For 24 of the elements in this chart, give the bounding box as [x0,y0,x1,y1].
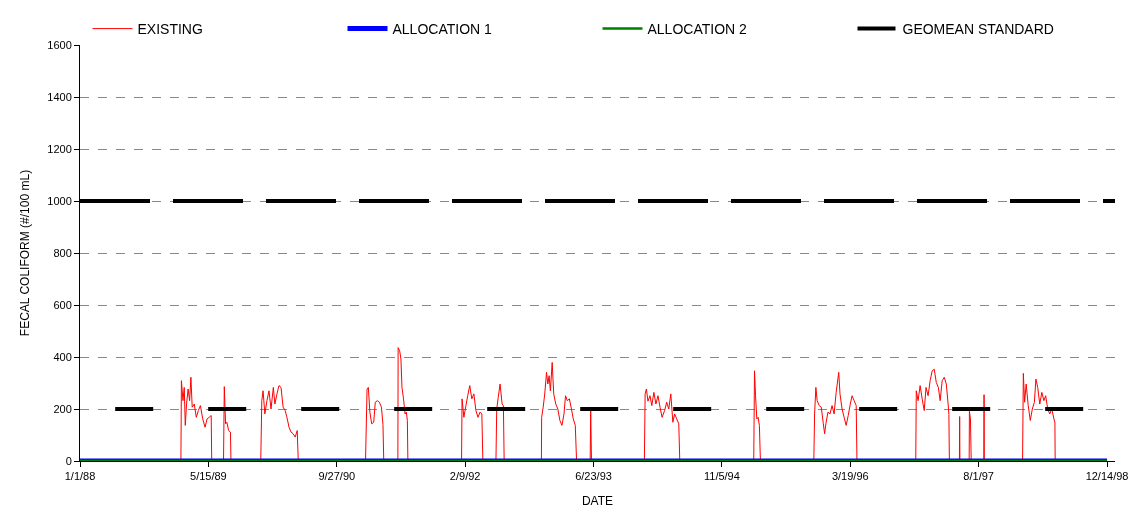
x-tick-label: 1/1/88 [64,470,96,483]
x-tick-label: 2/9/92 [449,470,481,483]
y-tick-label: 1000 [47,194,72,207]
legend-label: GEOMEAN STANDARD [902,21,1054,38]
x-tick-label: 9/27/90 [318,470,356,483]
y-axis-title: FECAL COLIFORM (#/100 mL) [17,169,32,337]
x-axis-title: DATE [581,494,614,509]
y-tick-label: 0 [65,454,72,467]
x-tick-label: 3/19/96 [831,470,869,483]
y-tick-label: 1200 [47,142,72,155]
y-tick-label: 600 [53,298,72,311]
x-tick-label: 8/1/97 [963,470,994,483]
y-tick-label: 200 [53,402,72,415]
x-tick-label: 5/15/89 [190,470,227,483]
y-tick-label: 800 [53,246,72,259]
legend-label: ALLOCATION 1 [392,21,493,38]
y-tick-label: 1600 [47,38,72,51]
legend-label: EXISTING [137,21,203,38]
legend-label: ALLOCATION 2 [647,21,748,38]
y-tick-label: 400 [53,350,72,363]
y-tick-label: 1400 [47,90,72,103]
x-tick-label: 11/5/94 [703,470,740,483]
x-tick-label: 6/23/93 [575,470,612,483]
x-tick-label: 12/14/98 [1085,470,1129,483]
